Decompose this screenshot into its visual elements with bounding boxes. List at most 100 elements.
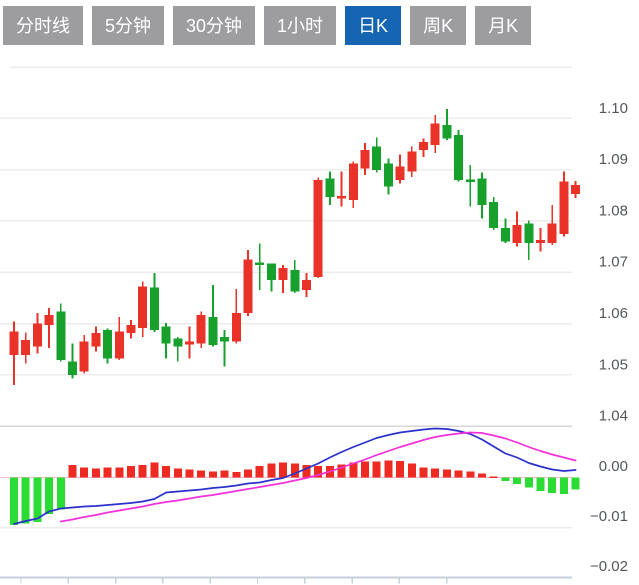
candle-body [9,331,19,355]
macd-bar-negative [33,477,42,522]
macd-bar-positive [361,461,369,478]
dif-line [13,427,577,525]
macd-bar-positive [162,466,171,478]
macd-bar-positive [489,476,498,478]
macd-bar-positive [208,471,217,478]
candle-body [465,179,475,182]
candle-body [21,339,31,355]
price-axis-label: 1.06 [599,305,628,322]
price-axis-label: 1.10 [599,100,628,117]
candle-body [126,325,136,334]
macd-bar-positive [384,460,393,478]
candle-body [571,184,581,195]
candle-body [56,311,66,360]
macd-bar-positive [337,464,346,478]
macd-bar-positive [419,467,428,478]
timeframe-tabbar: 分时线 5分钟 30分钟 1小时 日K 周K 月K [3,6,532,45]
macd-bar-negative [571,477,580,490]
candle-body [512,225,522,243]
macd-bar-positive [115,467,124,478]
price-axis-label: 1.07 [599,254,628,271]
candle-body [103,330,113,359]
macd-bar-negative [536,477,545,491]
macd-bar-positive [314,466,323,478]
candle-body [524,223,534,243]
dea-line [59,431,577,523]
tab-30min[interactable]: 30分钟 [173,6,256,45]
candle-body [477,178,487,205]
macd-bar-positive [466,471,475,478]
macd-bar-negative [501,477,510,481]
candle-body [243,259,253,314]
candles-layer [9,109,581,386]
macd-bar-positive [138,465,147,478]
candle-body [161,326,171,344]
tab-weekly[interactable]: 周K [410,6,467,45]
candle-body [208,316,218,346]
macd-bar-negative [45,477,54,514]
candle-body [302,279,311,291]
macd-bar-positive [478,473,486,478]
macd-bar-positive [431,468,440,478]
tab-5min[interactable]: 5分钟 [92,6,165,45]
candle-body [44,314,54,326]
candle-body [372,146,382,171]
macd-bar-positive [279,462,288,478]
macd-bar-positive [173,468,182,478]
macd-bar-positive [185,469,194,478]
macd-bar-positive [396,461,405,478]
tab-daily[interactable]: 日K [345,6,402,45]
macd-bar-negative [10,477,18,525]
candle-body [231,313,241,342]
candle-body [266,263,276,280]
macd-bar-positive [407,463,416,478]
candle-body [138,286,148,329]
price-axis-label: 1.09 [599,151,628,168]
candle-body [79,341,89,372]
candle-body [500,228,510,242]
candle-body [173,338,183,347]
tab-timeline[interactable]: 分时线 [3,6,83,45]
candle-body [360,150,370,169]
macd-bar-positive [290,463,299,478]
candle-body [290,270,300,292]
candle-body [185,341,194,345]
axis-labels: 1.10 1.09 1.08 1.07 1.06 1.05 1.04 0.00 −0.01 −0.… [590,100,628,575]
macd-bar-positive [267,463,276,478]
macd-bar-positive [68,465,77,478]
candle-body [547,223,557,243]
macd-bar-negative [559,477,568,494]
tab-monthly[interactable]: 月K [475,6,532,45]
macd-bar-positive [150,462,159,478]
candle-body [430,123,440,145]
candle-body [32,323,42,347]
candle-body [255,262,265,266]
price-axis-label: 1.04 [599,408,628,425]
macd-bar-negative [21,477,30,524]
macd-axis-label: −0.02 [590,558,628,575]
macd-axis-label: 0.00 [599,458,628,475]
candle-body [419,141,428,151]
macd-lines [13,427,577,525]
candle-body [278,268,288,280]
macd-bar-positive [220,470,229,478]
candle-body [325,178,335,197]
macd-bar-negative [524,477,533,488]
macd-bar-positive [349,462,358,478]
macd-bar-positive [442,469,451,478]
macd-bar-positive [197,470,206,478]
candle-body [196,314,206,344]
candle-body [337,195,347,199]
candle-body [454,135,464,180]
candle-body [114,331,124,359]
macd-bar-positive [454,470,463,478]
tab-1hour[interactable]: 1小时 [264,6,337,45]
macd-bar-positive [372,461,381,478]
candle-body [489,201,499,229]
macd-bar-positive [232,472,241,478]
candle-body [559,181,569,235]
candle-body [536,239,545,243]
macd-bar-positive [103,467,112,478]
